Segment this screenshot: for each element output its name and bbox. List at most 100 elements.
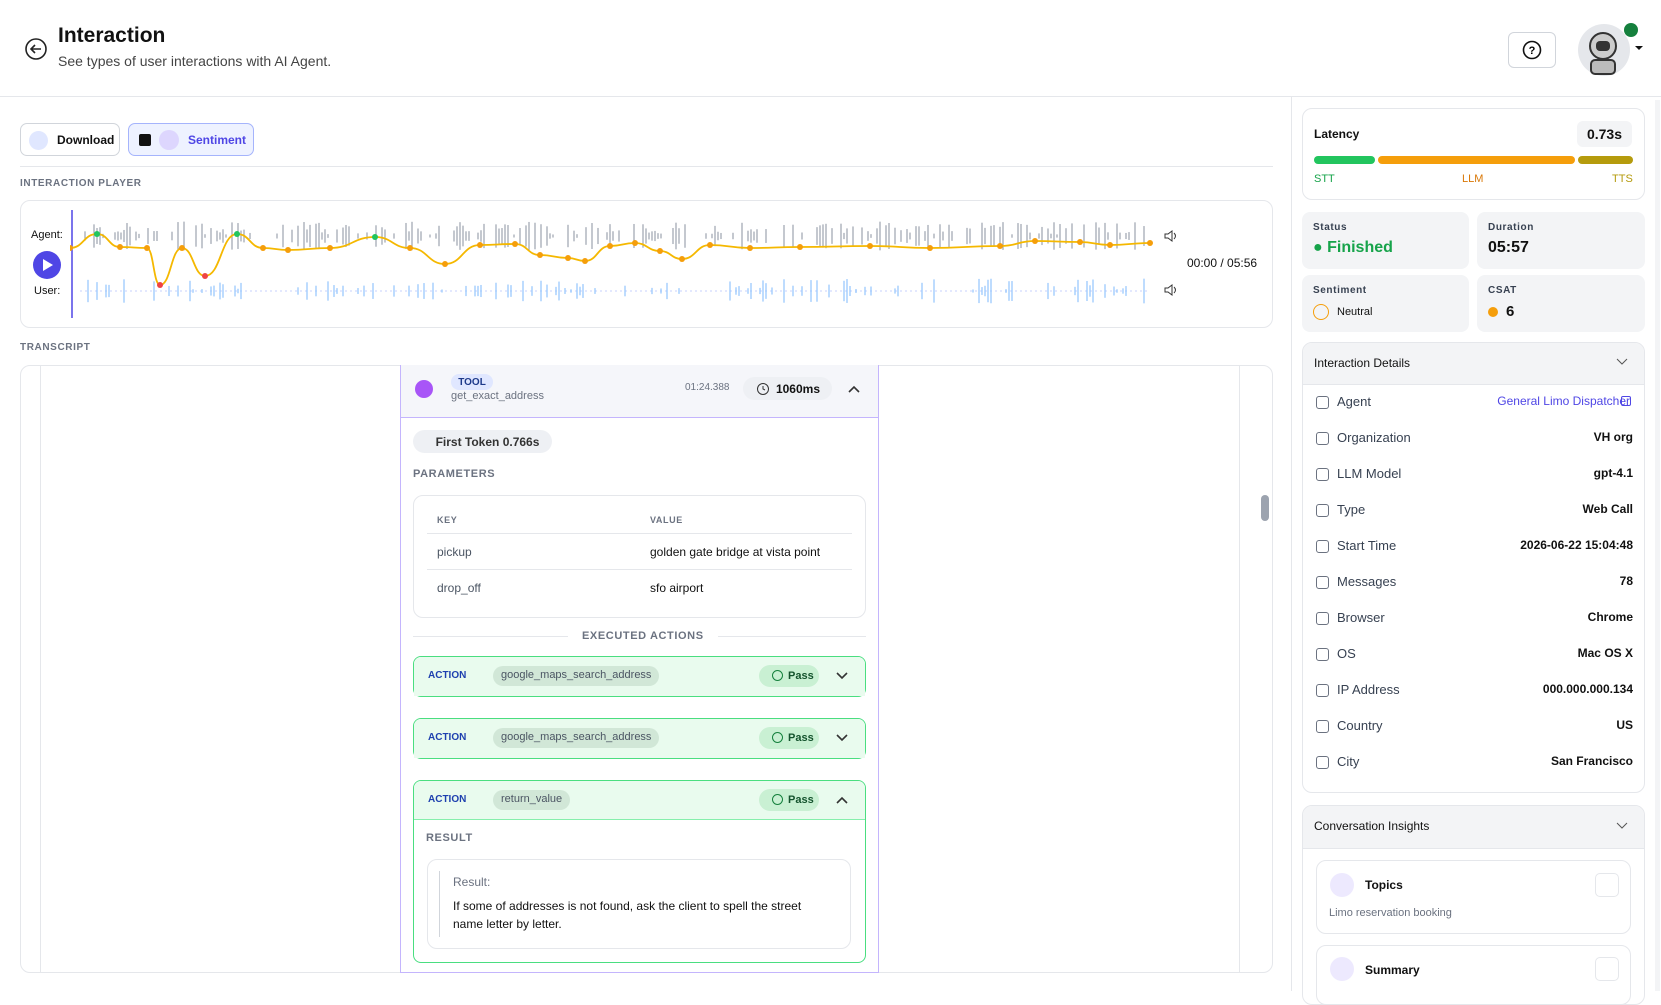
detail-label: Messages — [1337, 574, 1397, 589]
sentiment-dot — [607, 243, 613, 249]
action-badge: ACTION — [428, 794, 467, 805]
detail-icon — [1316, 504, 1329, 517]
clock-icon — [757, 383, 769, 395]
action-toggle[interactable] — [836, 734, 848, 742]
sentiment-dot — [657, 248, 663, 254]
topics-icon — [1330, 873, 1354, 897]
executed-label: EXECUTED ACTIONS — [568, 630, 718, 642]
sentiment-dot — [70, 245, 73, 251]
csat-value: 6 — [1506, 303, 1515, 320]
tool-name: get_exact_address — [451, 390, 544, 402]
table-header: VALUE — [650, 515, 683, 525]
parameters-table — [413, 495, 866, 618]
sentiment-dot — [537, 252, 543, 258]
sentiment-toggle[interactable]: Sentiment — [128, 123, 254, 156]
sentiment-dot — [477, 242, 483, 248]
action-badge: ACTION — [428, 670, 467, 681]
action-toggle[interactable] — [836, 672, 848, 680]
header — [0, 0, 1661, 97]
avatar-menu[interactable] — [1576, 22, 1648, 78]
detail-icon — [1316, 576, 1329, 589]
action-card — [413, 780, 866, 963]
summary-label: Summary — [1365, 963, 1420, 977]
action-toggle[interactable] — [836, 796, 848, 804]
status-tile — [1302, 212, 1469, 269]
agent-label: Agent: — [31, 229, 63, 241]
transcript-scrollbar — [1261, 495, 1269, 521]
sentiment-label: Sentiment — [188, 133, 247, 147]
svg-text:?: ? — [1529, 45, 1536, 57]
collapse-toggle[interactable] — [848, 384, 860, 394]
detail-value: US — [1616, 718, 1633, 732]
copy-button[interactable] — [1595, 873, 1619, 897]
play-button[interactable] — [32, 250, 62, 280]
first-token: First Token 0.766s — [413, 430, 552, 453]
detail-value: San Francisco — [1550, 754, 1633, 768]
back-button[interactable] — [24, 37, 48, 61]
sentiment-dot — [512, 241, 518, 247]
detail-value[interactable]: General Limo Dispatcher — [1497, 394, 1630, 408]
latency-segment — [1378, 156, 1575, 164]
neutral-icon — [1313, 304, 1329, 320]
action-badge: ACTION — [428, 732, 467, 743]
details-toggle[interactable] — [1616, 358, 1628, 366]
action-status-text: Pass — [788, 794, 814, 806]
download-button[interactable]: Download — [20, 123, 120, 156]
latency-segment — [1314, 156, 1375, 164]
detail-icon — [1316, 612, 1329, 625]
detail-label: Start Time — [1337, 538, 1397, 553]
details-card — [1302, 342, 1645, 793]
detail-value: 2026-06-22 15:04:48 — [1520, 538, 1633, 552]
detail-label: Browser — [1337, 610, 1385, 625]
sentiment-tile — [1302, 275, 1469, 332]
detail-value: gpt-4.1 — [1593, 466, 1633, 480]
sentiment-dot — [1107, 242, 1113, 248]
download-label: Download — [57, 133, 115, 147]
sentiment-dot — [582, 258, 588, 264]
sentiment-dot — [679, 256, 685, 262]
action-name: google_maps_search_address — [493, 666, 660, 686]
action-card — [413, 656, 866, 697]
parameters-label: PARAMETERS — [413, 468, 496, 480]
result-box — [427, 859, 851, 949]
sentiment-dot — [1032, 238, 1038, 244]
latency-segment — [1578, 156, 1633, 164]
page-title: Interaction — [58, 24, 166, 47]
insights-toggle[interactable] — [1616, 822, 1628, 830]
sentiment-dot — [144, 245, 150, 251]
user-volume[interactable] — [1163, 282, 1179, 298]
detail-value: Chrome — [1587, 610, 1633, 624]
detail-label: Country — [1337, 718, 1383, 733]
detail-label: IP Address — [1337, 682, 1400, 697]
summary-box — [1316, 945, 1631, 1005]
sentiment-dot — [867, 243, 873, 249]
sentiment-dot — [202, 273, 208, 279]
sentiment-dot — [1077, 239, 1083, 245]
details-title: Interaction Details — [1314, 356, 1411, 370]
detail-icon — [1316, 684, 1329, 697]
table-cell: pickup — [437, 545, 472, 559]
pass-icon — [772, 670, 783, 681]
player-card — [20, 200, 1273, 328]
sentiment-dot — [747, 245, 753, 251]
external-link-icon[interactable] — [1621, 396, 1631, 406]
detail-icon — [1316, 468, 1329, 481]
detail-icon — [1316, 540, 1329, 553]
detail-icon — [1316, 720, 1329, 733]
sentiment-dot — [372, 234, 378, 240]
help-button[interactable]: ? — [1508, 32, 1556, 68]
detail-value: VH org — [1593, 430, 1633, 444]
copy-button[interactable] — [1595, 957, 1619, 981]
action-name: google_maps_search_address — [493, 728, 660, 748]
sentiment-label: Sentiment — [1313, 285, 1367, 296]
agent-volume[interactable] — [1163, 228, 1179, 244]
sentiment-dot — [234, 231, 240, 237]
transcript-rule — [1239, 366, 1240, 972]
latency-legend: LLM — [1462, 173, 1484, 185]
detail-icon — [1316, 756, 1329, 769]
section-label: INTERACTION PLAYER — [20, 178, 142, 189]
sentiment-dot — [797, 244, 803, 250]
sentiment-dot — [327, 245, 333, 251]
sentiment-dot — [1147, 240, 1153, 246]
